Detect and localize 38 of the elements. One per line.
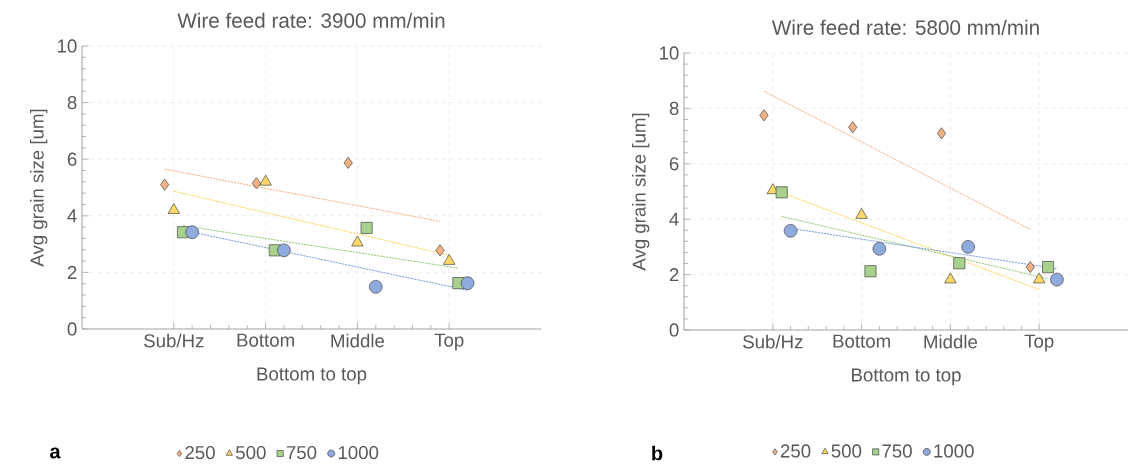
legend-label: 500	[831, 444, 862, 458]
legend-label: 250	[185, 445, 215, 460]
y-axis-title: Avg grain size [um]	[631, 113, 650, 271]
y-tick-label: 8	[669, 101, 679, 115]
x-axis-title: Bottom to top	[257, 367, 367, 385]
x-tick-label: Middle	[331, 333, 385, 348]
x-tick-label: Top	[434, 333, 464, 351]
line-series	[763, 90, 1031, 230]
chart-title: Wire feed rate: 5800 mm/min	[771, 19, 1039, 35]
y-tick-label: 8	[67, 95, 77, 110]
x-tick-label: Middle	[924, 334, 978, 349]
line-series	[164, 168, 441, 222]
x-tick-label: Sub/Hz	[144, 333, 204, 348]
y-tick-label: 4	[669, 212, 679, 226]
legend-label: 1000	[338, 445, 379, 460]
x-tick-label: Bottom	[237, 333, 294, 347]
legend-label: 750	[286, 445, 317, 460]
text: a	[50, 447, 61, 459]
y-tick-label: 6	[669, 157, 679, 171]
legend-label: 1000	[934, 444, 974, 458]
y-tick-label: 4	[67, 209, 77, 223]
text: b	[652, 445, 663, 461]
x-tick-label: Top	[1024, 334, 1054, 352]
y-tick-label: 2	[669, 268, 679, 282]
y-tick-label: 10	[57, 39, 77, 53]
legend-label: 250	[780, 444, 811, 458]
y-tick-label: 6	[67, 152, 77, 166]
legend-label: 750	[882, 444, 912, 458]
y-tick-label: 0	[669, 323, 679, 337]
y-tick-label: 10	[659, 46, 679, 60]
x-axis-title: Bottom to top	[852, 368, 961, 386]
y-tick-label: 0	[67, 322, 77, 336]
legend-label: 500	[236, 445, 266, 460]
x-tick-label: Sub/Hz	[743, 334, 803, 349]
x-tick-label: Bottom	[833, 334, 890, 348]
y-tick-label: 2	[67, 265, 77, 279]
chart-title: Wire feed rate: 3900 mm/min	[177, 12, 445, 28]
y-axis-title: Avg grain size [um]	[29, 109, 48, 267]
